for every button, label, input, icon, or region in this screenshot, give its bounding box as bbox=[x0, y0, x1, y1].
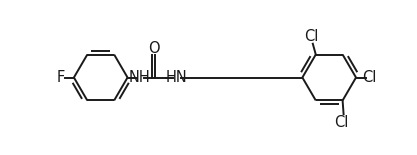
Text: Cl: Cl bbox=[362, 70, 376, 85]
Text: Cl: Cl bbox=[334, 115, 349, 130]
Text: O: O bbox=[148, 41, 159, 55]
Text: Cl: Cl bbox=[304, 29, 318, 44]
Text: HN: HN bbox=[166, 70, 187, 85]
Text: F: F bbox=[57, 70, 65, 85]
Text: NH: NH bbox=[128, 70, 151, 85]
